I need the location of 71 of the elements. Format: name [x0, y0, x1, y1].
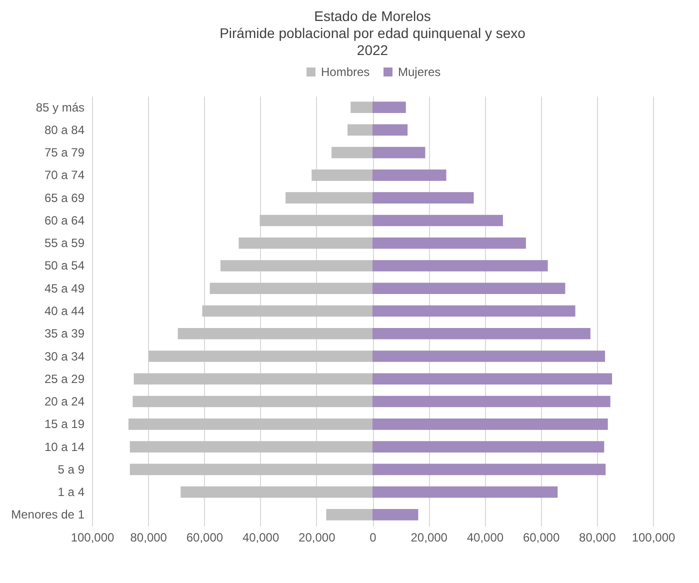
bar — [372, 509, 418, 520]
y-tick-label: 70 a 74 — [44, 168, 85, 182]
bar — [178, 328, 372, 340]
bar — [372, 282, 566, 294]
legend-label: Mujeres — [398, 65, 441, 79]
y-tick-label: 65 a 69 — [44, 190, 85, 205]
bar — [312, 170, 372, 181]
y-tick-label: 10 a 14 — [44, 440, 85, 454]
bar — [128, 418, 372, 430]
bar — [220, 260, 372, 272]
bar — [372, 305, 576, 317]
bar — [326, 509, 372, 520]
y-tick-label: 75 a 79 — [44, 146, 85, 160]
bar — [372, 102, 406, 113]
x-tick-label: 0 — [370, 530, 377, 544]
bar — [372, 464, 606, 476]
bar — [130, 464, 372, 476]
bar — [260, 214, 372, 226]
bar — [348, 124, 372, 136]
bar — [210, 282, 372, 294]
bar — [372, 260, 548, 272]
bar — [130, 441, 372, 452]
x-tick-label: 40,000 — [242, 530, 280, 544]
x-tick-label: 100,000 — [632, 530, 676, 544]
x-tick-label: 20,000 — [298, 530, 336, 544]
x-tick-label: 100,000 — [70, 530, 115, 544]
y-tick-label: 50 a 54 — [44, 258, 85, 273]
bar — [372, 396, 610, 408]
x-tick-label: 20,000 — [410, 530, 448, 544]
bar — [372, 237, 526, 249]
y-tick-label: 80 a 84 — [44, 122, 85, 137]
bar — [372, 418, 608, 430]
y-tick-label: 55 a 59 — [44, 236, 85, 250]
bar — [202, 305, 372, 317]
bar — [372, 486, 558, 498]
y-tick-label: Menores de 1 — [11, 508, 85, 522]
y-tick-label: 35 a 39 — [44, 326, 85, 341]
x-tick-label: 80,000 — [130, 530, 168, 544]
y-tick-label: 15 a 19 — [44, 417, 85, 432]
bar — [372, 441, 604, 452]
x-tick-label: 60,000 — [522, 530, 560, 544]
bar — [372, 214, 503, 226]
bar — [134, 373, 372, 385]
y-tick-label: 60 a 64 — [44, 213, 85, 228]
chart-title: Estado de Morelos Pirámide poblacional por edad quinquenal y sexo 2022 — [220, 8, 526, 58]
x-tick-label: 60,000 — [186, 530, 224, 544]
bar — [332, 146, 372, 158]
bar — [286, 192, 372, 204]
legend-label: Hombres — [321, 65, 370, 79]
y-tick-label: 85 y más — [36, 100, 84, 114]
y-tick-label: 40 a 44 — [44, 304, 85, 318]
bar — [372, 124, 408, 136]
bar — [372, 170, 446, 181]
bar — [372, 146, 426, 158]
x-tick-label: 80,000 — [579, 530, 616, 544]
bar — [238, 237, 372, 249]
bar — [350, 102, 372, 113]
y-tick-label: 25 a 29 — [44, 372, 85, 386]
bar — [180, 486, 372, 498]
bar — [372, 192, 474, 204]
y-tick-label: 30 a 34 — [44, 349, 85, 364]
y-tick-label: 45 a 49 — [44, 281, 85, 296]
bar — [132, 396, 372, 408]
bar — [148, 350, 372, 362]
y-tick-label: 5 a 9 — [58, 462, 85, 476]
bar — [372, 350, 606, 362]
x-tick-label: 40,000 — [466, 530, 504, 544]
bar — [372, 328, 590, 340]
y-tick-label: 20 a 24 — [44, 394, 85, 409]
y-tick-label: 1 a 4 — [58, 485, 85, 500]
bar — [372, 373, 612, 385]
